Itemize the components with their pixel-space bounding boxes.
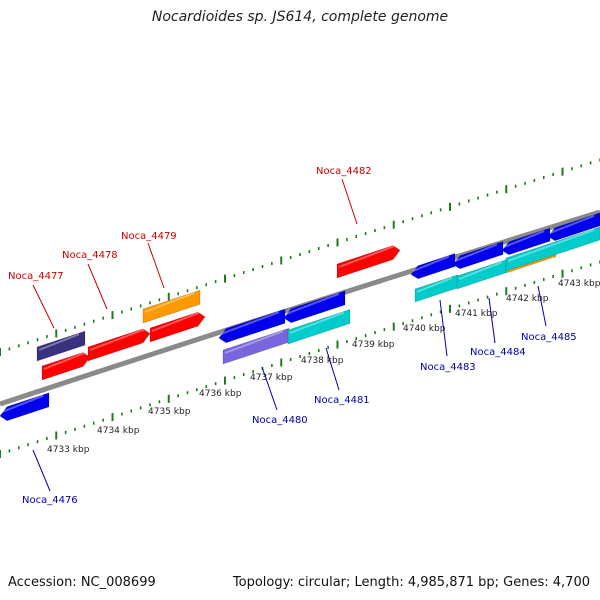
gene-noca-4485-cyan[interactable]: [505, 226, 600, 272]
gene-label-noca-4478[interactable]: Noca_4478: [62, 250, 118, 261]
gene-noca-4479-arrow[interactable]: [149, 311, 206, 343]
gene-noca-4483-arrow-highlight: [412, 255, 450, 272]
gene-noca-4483-arrow[interactable]: [410, 253, 456, 280]
gene-features: [0, 212, 600, 422]
gene-label-noca-4480[interactable]: Noca_4480: [252, 415, 308, 426]
gene-noca-4481-block[interactable]: [287, 309, 351, 345]
gene-label-noca-4481[interactable]: Noca_4481: [314, 395, 370, 406]
scale-label: 4737 kbp: [250, 373, 293, 383]
upper-tick-row: [0, 158, 600, 356]
gene-noca-4480-block-highlight: [224, 330, 284, 354]
scale-label: 4742 kbp: [506, 294, 549, 304]
gene-noca-4484-arrow-highlight: [454, 243, 498, 262]
gene-noca-4479-block-highlight: [144, 292, 195, 313]
gene-label-noca-4482[interactable]: Noca_4482: [316, 166, 372, 177]
scale-label: 4740 kbp: [403, 324, 446, 334]
gene-noca-4476-arrow-highlight: [1, 394, 44, 413]
scale-label: 4739 kbp: [352, 340, 395, 350]
scale-labels: 4733 kbp 4734 kbp 4735 kbp 4736 kbp 4737…: [47, 279, 600, 455]
scale-label: 4736 kbp: [199, 389, 242, 399]
leader-line: [325, 347, 340, 391]
leader-line: [537, 285, 547, 327]
scale-label: 4741 kbp: [455, 309, 498, 319]
gene-noca-4483-block-highlight: [416, 276, 453, 293]
lower-tick-row: [0, 260, 600, 458]
leader-line: [439, 299, 448, 357]
gene-label-noca-4476[interactable]: Noca_4476: [22, 495, 78, 506]
gene-noca-4477-arrow[interactable]: [41, 352, 91, 381]
gene-labels: Noca_4477 Noca_4478 Noca_4479 Noca_4482 …: [8, 166, 577, 506]
gene-noca-4481-arrow[interactable]: [283, 290, 346, 324]
gene-edge-arrow[interactable]: [547, 212, 600, 242]
gene-label-noca-4484[interactable]: Noca_4484: [470, 347, 526, 358]
gene-noca-4481-block-highlight: [289, 311, 345, 334]
scale-label: 4733 kbp: [47, 445, 90, 455]
leader-line: [32, 284, 55, 329]
gene-noca-4477-block[interactable]: [36, 330, 86, 362]
gene-noca-4485-arrow[interactable]: [501, 227, 551, 256]
gene-label-noca-4483[interactable]: Noca_4483: [420, 362, 476, 373]
gene-noca-4480-arrow[interactable]: [218, 308, 286, 344]
gene-label-noca-4477[interactable]: Noca_4477: [8, 271, 64, 282]
gene-noca-4482-arrow-highlight: [338, 245, 395, 268]
gene-label-noca-4485[interactable]: Noca_4485: [521, 332, 577, 343]
map-title: Nocardioides sp. JS614, complete genome: [151, 9, 449, 25]
gene-noca-4478-arrow-highlight: [89, 328, 145, 351]
accession-text: Accession: NC_008699: [8, 575, 156, 590]
scale-label: 4735 kbp: [148, 407, 191, 417]
leader-line: [87, 263, 108, 310]
genome-summary-text: Topology: circular; Length: 4,985,871 bp…: [232, 575, 590, 590]
gene-noca-4479-block[interactable]: [142, 289, 201, 324]
gene-noca-4480-arrow-highlight: [220, 311, 280, 335]
gene-noca-4478-arrow[interactable]: [87, 328, 151, 362]
gene-noca-4477-arrow-highlight: [43, 352, 85, 370]
gene-noca-4479-arrow-highlight: [151, 311, 200, 332]
gene-noca-4477-block-highlight: [38, 333, 80, 351]
leader-line: [147, 242, 165, 289]
gene-noca-4485-cyan-highlight: [507, 229, 595, 262]
scale-label: 4738 kbp: [301, 356, 344, 366]
gene-label-noca-4479[interactable]: Noca_4479: [121, 231, 177, 242]
gene-edge-arrow-highlight: [549, 214, 595, 234]
gene-noca-4481-arrow-highlight: [285, 292, 340, 315]
gene-noca-4484-arrow[interactable]: [452, 241, 504, 270]
leader-line: [488, 297, 496, 344]
scale-label: 4734 kbp: [97, 426, 140, 436]
gene-noca-4476-arrow[interactable]: [0, 392, 50, 422]
leader-line: [261, 366, 278, 411]
leader-line: [341, 178, 358, 225]
gene-noca-4484-block-highlight: [458, 261, 503, 280]
gene-noca-4482-arrow[interactable]: [336, 245, 401, 279]
leader-line: [32, 449, 51, 492]
gene-noca-4485-arrow-highlight: [503, 230, 545, 248]
scale-label: 4743 kbp: [558, 279, 600, 289]
